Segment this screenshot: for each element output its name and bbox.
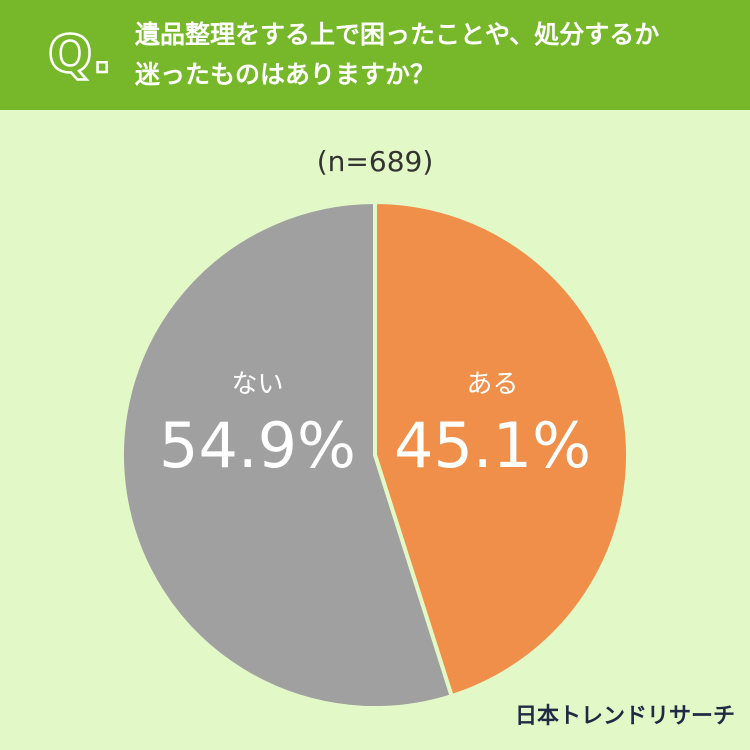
chart-title: 迷ったものはありますか？ xyxy=(135,60,435,89)
question-badge: Q. xyxy=(48,25,112,85)
pie-slice xyxy=(120,199,455,710)
subtitle: (n=689) xyxy=(317,145,434,178)
header-band xyxy=(0,0,750,110)
slice-label: ある xyxy=(466,370,518,400)
chart-title: 遺品整理をする上で困ったことや、処分するか xyxy=(135,20,659,49)
value-label: 54.9% xyxy=(159,409,356,482)
source: 日本トレンドリサーチ xyxy=(515,704,735,729)
slice-label: ない xyxy=(231,370,283,400)
pie-slice xyxy=(373,199,630,699)
value-label: 45.1% xyxy=(394,409,591,482)
